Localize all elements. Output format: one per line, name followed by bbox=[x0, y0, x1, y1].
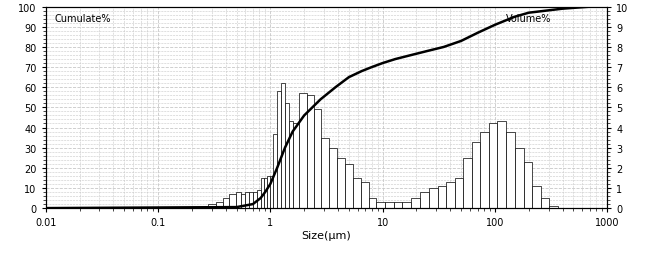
Bar bbox=[267, 176, 270, 208]
Bar bbox=[223, 198, 229, 208]
Bar bbox=[270, 176, 273, 208]
Bar bbox=[289, 122, 293, 208]
Bar bbox=[353, 178, 361, 208]
Bar bbox=[241, 194, 246, 208]
Bar bbox=[369, 198, 376, 208]
Bar bbox=[506, 132, 515, 208]
Bar bbox=[471, 142, 481, 208]
Bar bbox=[257, 190, 261, 208]
Bar bbox=[253, 192, 257, 208]
Bar bbox=[429, 188, 438, 208]
Bar bbox=[411, 198, 420, 208]
Bar bbox=[261, 178, 264, 208]
Bar bbox=[481, 132, 488, 208]
Bar bbox=[321, 138, 329, 208]
Bar bbox=[337, 158, 345, 208]
Bar bbox=[420, 192, 429, 208]
Bar bbox=[306, 96, 314, 208]
Text: Cumulate%: Cumulate% bbox=[54, 14, 110, 24]
Bar bbox=[361, 182, 369, 208]
X-axis label: Size(μm): Size(μm) bbox=[302, 230, 351, 240]
Bar bbox=[541, 198, 549, 208]
Bar bbox=[463, 158, 471, 208]
Bar bbox=[208, 204, 216, 208]
Bar bbox=[236, 192, 241, 208]
Bar bbox=[264, 178, 267, 208]
Bar bbox=[385, 202, 394, 208]
Bar bbox=[549, 206, 558, 208]
Bar bbox=[524, 162, 532, 208]
Bar bbox=[299, 94, 306, 208]
Bar bbox=[273, 134, 277, 208]
Bar bbox=[532, 186, 541, 208]
Bar bbox=[345, 164, 353, 208]
Bar bbox=[216, 202, 223, 208]
Text: Volume%: Volume% bbox=[506, 14, 552, 24]
Bar bbox=[394, 202, 402, 208]
Bar bbox=[438, 186, 447, 208]
Bar bbox=[329, 148, 337, 208]
Bar bbox=[281, 84, 285, 208]
Bar bbox=[455, 178, 463, 208]
Bar bbox=[498, 122, 506, 208]
Bar bbox=[293, 124, 299, 208]
Bar bbox=[229, 194, 236, 208]
Bar bbox=[447, 182, 455, 208]
Bar bbox=[376, 202, 385, 208]
Bar bbox=[285, 104, 289, 208]
Bar bbox=[249, 192, 253, 208]
Bar bbox=[314, 110, 321, 208]
Bar bbox=[277, 92, 281, 208]
Bar bbox=[246, 192, 249, 208]
Bar bbox=[488, 124, 498, 208]
Bar bbox=[515, 148, 524, 208]
Bar bbox=[402, 202, 411, 208]
